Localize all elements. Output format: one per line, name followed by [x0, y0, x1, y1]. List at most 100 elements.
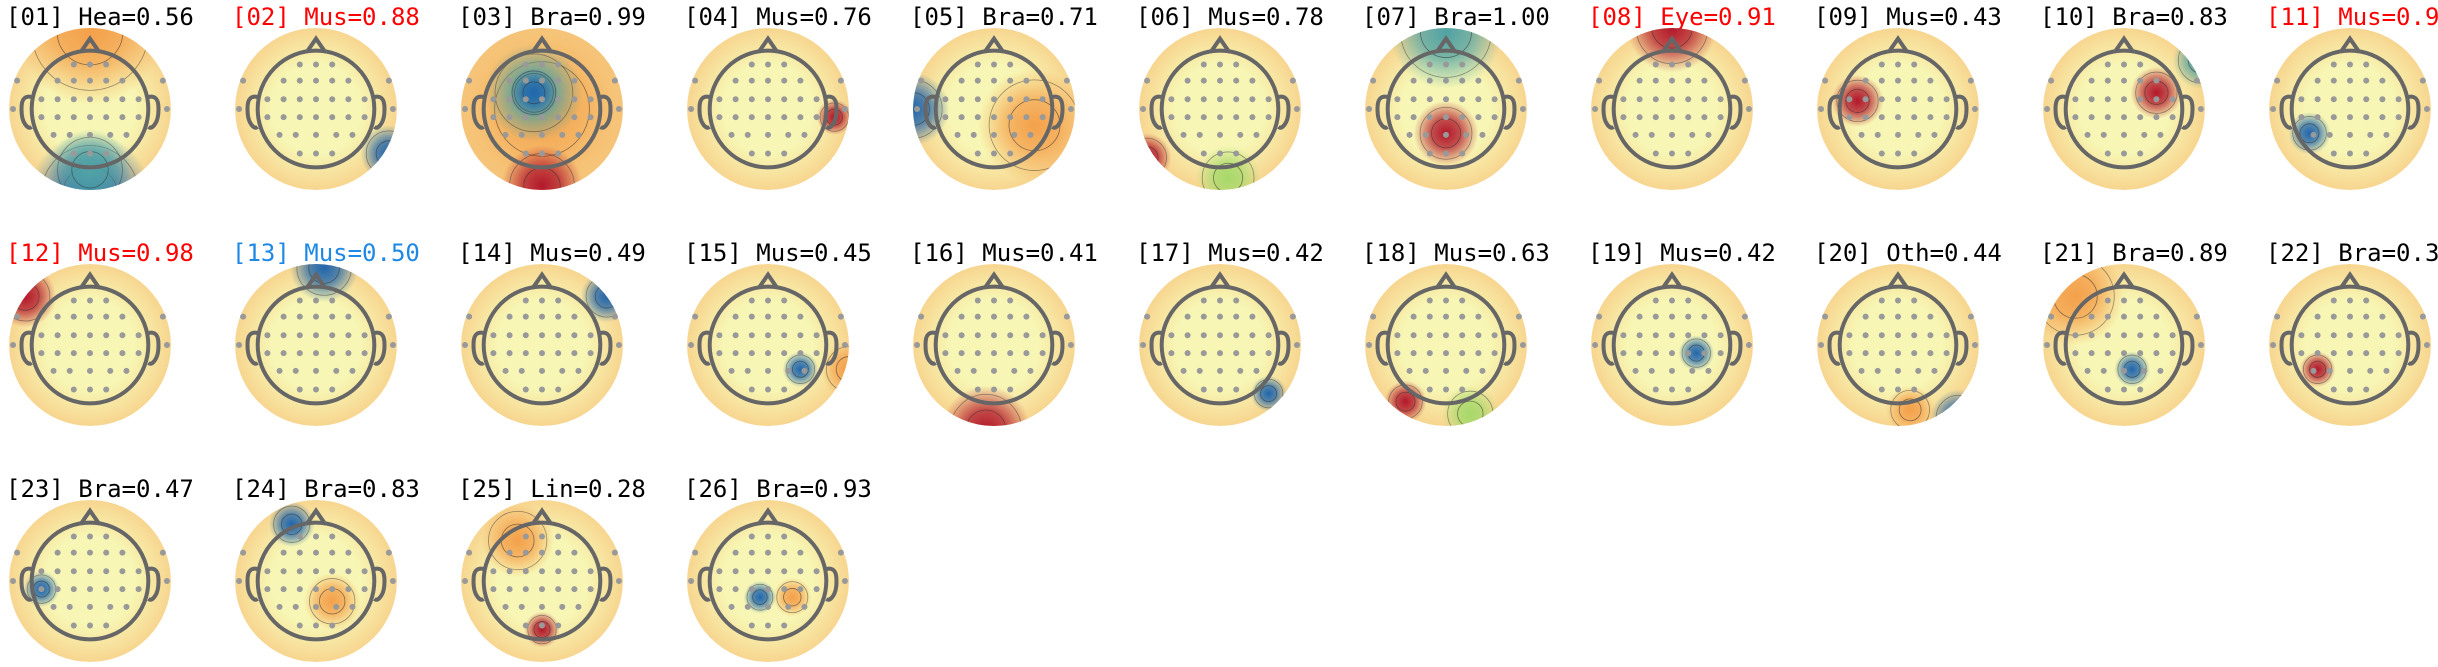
electrode — [2274, 313, 2281, 320]
electrode — [615, 578, 622, 584]
electrode — [1180, 131, 1187, 138]
right-ear — [2181, 330, 2195, 366]
electrode — [280, 568, 287, 575]
electrode — [1394, 114, 1401, 121]
electrode — [539, 150, 545, 157]
electrode — [1862, 332, 1869, 339]
electrode — [2084, 367, 2091, 374]
electrode — [1233, 150, 1240, 157]
electrode — [502, 603, 509, 610]
nose — [531, 35, 553, 53]
electrode — [801, 603, 808, 610]
electrode — [539, 114, 545, 121]
electrode — [2347, 332, 2353, 339]
electrode — [748, 114, 755, 121]
head-outline — [933, 48, 1055, 170]
electrode — [240, 77, 247, 84]
electrode — [1293, 106, 1300, 112]
component: [21] Bra=0.89 — [2040, 239, 2228, 426]
electrode — [1911, 332, 1918, 339]
component: [23] Bra=0.47 — [6, 475, 194, 662]
electrode — [587, 586, 594, 593]
electrode — [1669, 114, 1675, 121]
right-ear — [147, 94, 161, 130]
electrode — [135, 96, 142, 103]
electrode — [1200, 150, 1207, 157]
electrode — [1140, 106, 1147, 112]
electrode — [2153, 77, 2160, 84]
electrode — [797, 350, 804, 357]
component-title: [08] Eye=0.91 — [1588, 3, 1776, 31]
electrode — [781, 96, 788, 103]
electrode — [1443, 131, 1449, 138]
electrode — [313, 61, 319, 68]
electrode — [2347, 77, 2353, 84]
electrode — [502, 367, 509, 374]
electrode — [748, 549, 755, 556]
electrode — [1217, 313, 1223, 320]
electrode — [280, 77, 287, 84]
electrode — [2121, 332, 2127, 339]
electrode — [555, 586, 562, 593]
electrode — [522, 77, 529, 84]
electrode — [765, 367, 771, 374]
electrode — [385, 313, 392, 320]
electrode — [1895, 297, 1901, 304]
electrode — [103, 313, 110, 320]
electrode — [974, 61, 981, 68]
electrode — [1459, 96, 1466, 103]
electrode — [1253, 367, 1260, 374]
electrode — [1007, 61, 1014, 68]
electrode — [1422, 131, 1429, 138]
electrode — [1895, 350, 1901, 357]
left-ear — [1149, 330, 1163, 366]
electrode — [1846, 114, 1853, 121]
electrode — [1620, 114, 1627, 121]
electrode — [744, 131, 751, 138]
electrode — [716, 350, 723, 357]
electrode — [462, 578, 469, 584]
electrode — [801, 367, 808, 374]
electrode — [1233, 61, 1240, 68]
electrode — [2330, 297, 2337, 304]
electrode — [2330, 77, 2337, 84]
electrode — [914, 106, 921, 112]
electrode — [539, 131, 545, 138]
electrode — [555, 350, 562, 357]
electrode — [1745, 342, 1752, 348]
electrode — [2270, 106, 2277, 112]
electrode — [797, 313, 804, 320]
electrode — [87, 350, 93, 357]
electrode — [54, 77, 61, 84]
right-ear — [599, 566, 613, 602]
electrode — [1685, 61, 1692, 68]
hotspot — [1678, 335, 1715, 371]
electrode — [1406, 367, 1413, 374]
electrode — [236, 342, 243, 348]
electrode — [1426, 150, 1433, 157]
nose — [79, 507, 101, 525]
electrode — [135, 332, 142, 339]
electrode — [1039, 350, 1046, 357]
electrode — [329, 586, 336, 593]
electrode — [765, 297, 771, 304]
electrode — [1200, 61, 1207, 68]
electrode — [280, 332, 287, 339]
electrode — [2379, 313, 2386, 320]
electrode — [135, 586, 142, 593]
electrode — [539, 61, 545, 68]
electrode — [2419, 313, 2426, 320]
electrode — [1685, 77, 1692, 84]
nose — [2339, 271, 2361, 289]
electrode — [813, 96, 820, 103]
electrode — [958, 350, 965, 357]
electrode — [163, 342, 170, 348]
electrode — [732, 586, 739, 593]
electrode — [958, 313, 965, 320]
electrode — [1200, 313, 1207, 320]
electrode — [38, 350, 45, 357]
electrode — [1023, 77, 1030, 84]
electrode — [1592, 342, 1599, 348]
electrode — [2419, 77, 2426, 84]
electrode — [506, 549, 513, 556]
